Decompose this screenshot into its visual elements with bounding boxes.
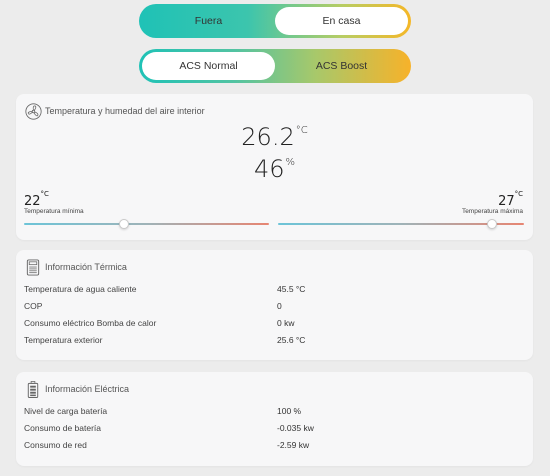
min-temperature-slider-thumb[interactable] xyxy=(119,219,130,229)
indoor-card-title: Temperatura y humedad del aire interior xyxy=(45,106,205,116)
heat-pump-icon xyxy=(24,258,42,276)
max-temperature-value: 27 xyxy=(498,194,515,209)
indoor-humidity-value: 46 xyxy=(253,155,285,183)
thermal-row-value: 0 xyxy=(277,301,282,311)
indoor-temperature-unit: °C xyxy=(295,125,308,136)
indoor-temperature-value: 26.2 xyxy=(241,123,295,151)
thermal-row: Consumo eléctrico Bomba de calor 0 kw xyxy=(24,318,524,328)
max-temperature-slider[interactable] xyxy=(278,223,524,225)
thermal-row-value: 25.6 °C xyxy=(277,335,306,345)
thermal-card-header: Información Térmica xyxy=(24,258,127,276)
electric-row: Nivel de carga batería 100 % xyxy=(24,406,524,416)
electric-row-label: Nivel de carga batería xyxy=(24,406,108,416)
thermal-info-card: Información Térmica Temperatura de agua … xyxy=(16,250,533,360)
battery-icon xyxy=(24,380,42,398)
fan-icon xyxy=(24,102,42,120)
electric-row-value: 100 % xyxy=(277,406,302,416)
max-temperature-slider-thumb[interactable] xyxy=(487,219,498,229)
min-temperature-unit: °C xyxy=(40,190,49,198)
max-temperature-label: Temperatura máxima xyxy=(461,208,523,215)
electric-row: Consumo de batería -0.035 kw xyxy=(24,423,524,433)
electric-row: Consumo de red -2.59 kw xyxy=(24,440,524,450)
electric-info-card: Información Eléctrica Nivel de carga bat… xyxy=(16,372,533,466)
indoor-temperature: 26.2°C xyxy=(16,123,533,151)
electric-row-value: -2.59 kw xyxy=(277,440,310,450)
mode-option-away[interactable]: Fuera xyxy=(194,15,223,27)
acs-option-normal[interactable]: ACS Normal xyxy=(142,52,275,80)
thermal-row: Temperatura de agua caliente 45.5 °C xyxy=(24,284,524,294)
thermal-row-label: Temperatura exterior xyxy=(24,335,103,345)
mode-option-home[interactable]: En casa xyxy=(275,7,408,35)
electric-card-title: Información Eléctrica xyxy=(45,384,130,394)
thermal-row-value: 0 kw xyxy=(277,318,295,328)
indoor-humidity-unit: % xyxy=(285,157,296,168)
acs-option-boost[interactable]: ACS Boost xyxy=(315,60,368,72)
electric-row-label: Consumo de red xyxy=(24,440,87,450)
max-temperature: 27°C xyxy=(498,190,523,209)
electric-row-label: Consumo de batería xyxy=(24,423,102,433)
thermal-row: COP 0 xyxy=(24,301,524,311)
indoor-card-header: Temperatura y humedad del aire interior xyxy=(24,102,205,120)
thermal-row-label: COP xyxy=(24,301,43,311)
thermal-row: Temperatura exterior 25.6 °C xyxy=(24,335,524,345)
thermal-card-title: Información Térmica xyxy=(45,262,127,272)
indoor-humidity: 46% xyxy=(16,155,533,183)
thermal-row-label: Temperatura de agua caliente xyxy=(24,284,137,294)
thermal-row-value: 45.5 °C xyxy=(277,284,306,294)
thermal-row-label: Consumo eléctrico Bomba de calor xyxy=(24,318,157,328)
mode-toggle[interactable]: Fuera En casa xyxy=(139,4,411,38)
max-temperature-unit: °C xyxy=(514,190,523,198)
electric-row-value: -0.035 kw xyxy=(277,423,314,433)
min-temperature: 22°C xyxy=(24,190,49,209)
min-temperature-value: 22 xyxy=(24,194,41,209)
electric-card-header: Información Eléctrica xyxy=(24,380,129,398)
indoor-climate-card: Temperatura y humedad del aire interior … xyxy=(16,94,533,240)
min-temperature-label: Temperatura mínima xyxy=(24,208,84,215)
acs-toggle[interactable]: ACS Normal ACS Boost xyxy=(139,49,411,83)
min-temperature-slider[interactable] xyxy=(24,223,269,225)
